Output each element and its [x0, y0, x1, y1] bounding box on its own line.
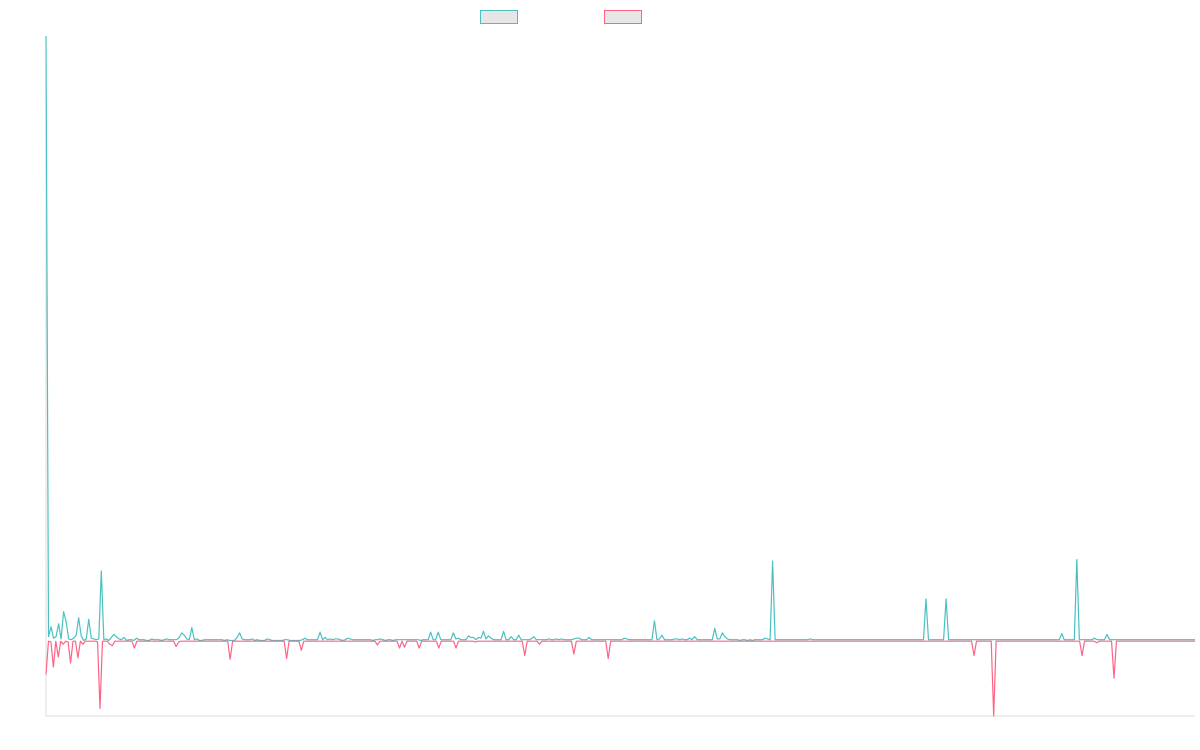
- legend-swatch-series-2[interactable]: [604, 10, 642, 24]
- series-line-2: [45, 640, 1195, 717]
- legend-swatch-series-1[interactable]: [480, 10, 518, 24]
- series-line-1: [45, 35, 1195, 642]
